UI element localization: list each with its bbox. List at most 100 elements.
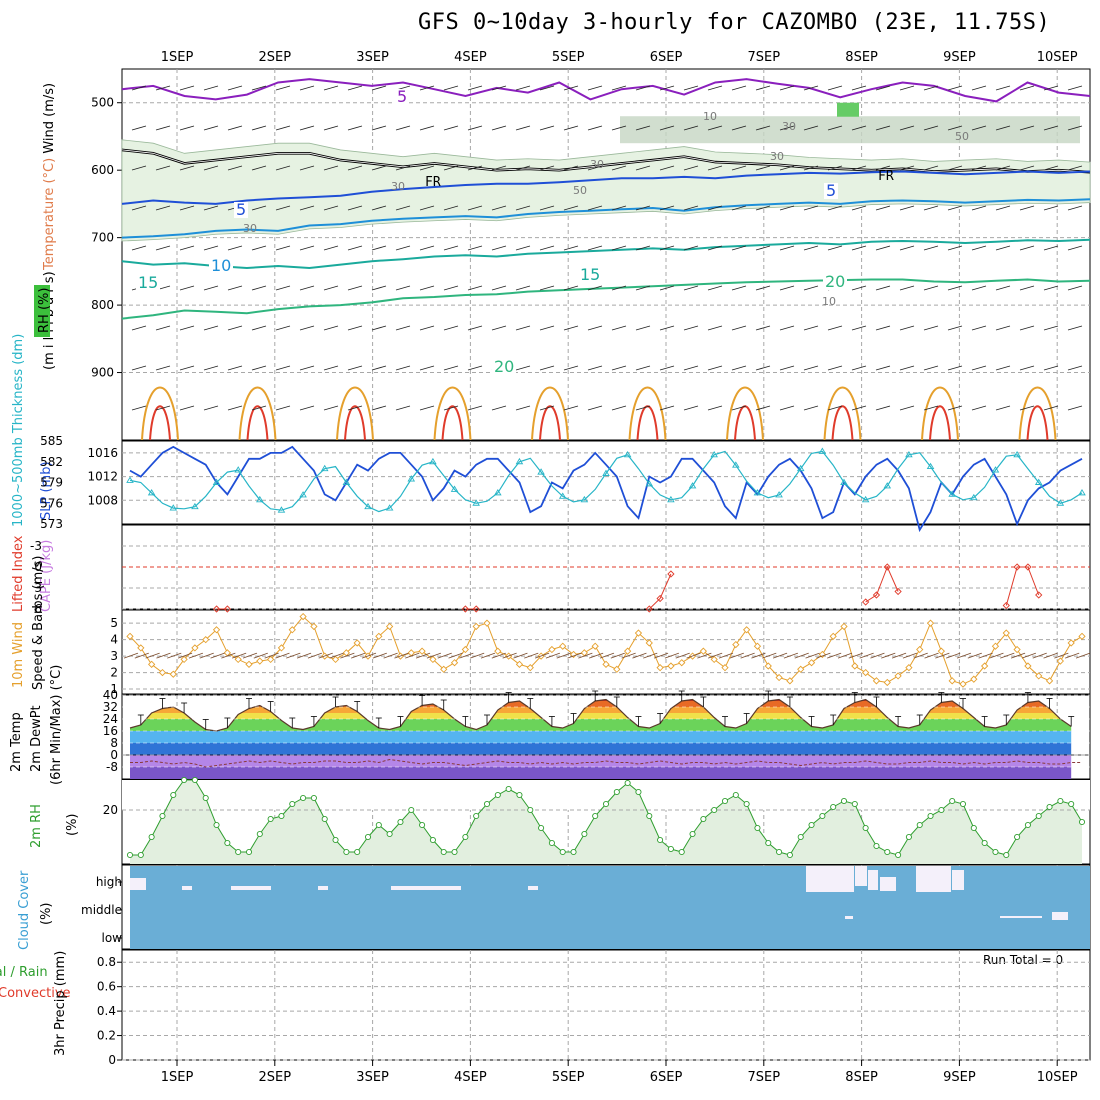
wind-barb bbox=[683, 165, 699, 171]
wind-barb bbox=[762, 652, 777, 659]
lifted-index-point bbox=[645, 605, 653, 613]
panel1-ylabel-top: Temperature (°C) Wind (m/s) bbox=[42, 83, 57, 271]
wind-barb bbox=[361, 652, 377, 659]
wind-speed-point bbox=[753, 642, 762, 650]
wind-barb bbox=[395, 365, 411, 371]
wind-barb bbox=[329, 652, 344, 659]
wind-barb bbox=[923, 85, 939, 91]
wind-barb bbox=[635, 325, 651, 331]
rh-point bbox=[646, 812, 653, 820]
ylabel-rh: RH (%) bbox=[37, 288, 52, 333]
isotherm-25 bbox=[823, 386, 862, 441]
ylabel-minmax: (6hr Min/Max) (°C) bbox=[49, 665, 64, 785]
wind-speed-point bbox=[1002, 629, 1010, 637]
wind-barb bbox=[123, 652, 139, 659]
wind-speed-point bbox=[299, 612, 307, 621]
isotherm-30 bbox=[246, 405, 269, 441]
wind-barb bbox=[232, 652, 247, 659]
wind-barb bbox=[587, 325, 603, 331]
wind-barb bbox=[131, 405, 147, 411]
wind-barb bbox=[480, 652, 496, 659]
date-label-bottom: 3SEP bbox=[356, 1070, 389, 1085]
wind-barb bbox=[227, 165, 243, 171]
rh-point bbox=[862, 824, 869, 832]
wind-barb bbox=[827, 125, 843, 131]
ytick-label: middle bbox=[81, 903, 122, 917]
wind-barb bbox=[683, 285, 699, 291]
wind-barb bbox=[371, 85, 387, 91]
wind-barb bbox=[578, 652, 593, 659]
wind-barb bbox=[891, 652, 907, 659]
wind-speed-point bbox=[613, 665, 621, 673]
wind-barb bbox=[632, 652, 647, 659]
rh-point bbox=[895, 851, 902, 859]
wind-barb bbox=[875, 405, 891, 411]
wind-barb bbox=[323, 125, 339, 131]
wind-barb bbox=[848, 652, 863, 659]
rh-point bbox=[840, 797, 848, 805]
wind-barb bbox=[875, 285, 891, 291]
contour-label: 15 bbox=[580, 265, 600, 284]
isotherm-30 bbox=[441, 405, 464, 441]
ylabel-cape: CAPE (J/kg) bbox=[39, 540, 54, 612]
date-label-bottom: 8SEP bbox=[845, 1070, 878, 1085]
wind-speed-point bbox=[623, 647, 632, 655]
wind-barb bbox=[491, 245, 507, 251]
wind-speed-point bbox=[310, 622, 318, 631]
thickness-point bbox=[861, 495, 870, 503]
wind-speed-point bbox=[775, 673, 783, 682]
wind-barb bbox=[875, 325, 891, 331]
thickness-point bbox=[1078, 489, 1086, 496]
wind-barb bbox=[610, 652, 625, 659]
wind-barb bbox=[611, 85, 627, 91]
wind-barb bbox=[635, 125, 651, 131]
wind-barb bbox=[227, 245, 243, 251]
rh-point bbox=[981, 839, 988, 847]
wind-barb bbox=[899, 325, 915, 331]
high-cloud-cell bbox=[952, 870, 964, 890]
wind-barb bbox=[1032, 652, 1047, 659]
ylabel-rh-pct: (%) bbox=[65, 814, 80, 837]
rh-point bbox=[592, 812, 599, 820]
wind-barb bbox=[995, 205, 1011, 211]
wind-barb bbox=[131, 245, 147, 251]
wind-barb bbox=[851, 165, 867, 171]
wind-barb bbox=[1043, 85, 1059, 91]
wind-barb bbox=[587, 205, 603, 211]
wind-barb bbox=[851, 405, 867, 411]
wind-barb bbox=[803, 405, 819, 411]
rh-point bbox=[570, 848, 577, 856]
wind-barb bbox=[923, 205, 939, 211]
wind-speed-point bbox=[245, 660, 253, 668]
rh-point bbox=[711, 806, 718, 814]
rh-label: 30 bbox=[243, 222, 257, 235]
wind-barb bbox=[491, 652, 506, 659]
wind-barb bbox=[491, 285, 507, 291]
wind-barb bbox=[772, 652, 788, 659]
wind-barb bbox=[995, 325, 1011, 331]
wind-barb bbox=[227, 365, 243, 371]
temperature-band bbox=[130, 713, 1072, 719]
wind-barb bbox=[902, 652, 918, 659]
wind-speed-point bbox=[851, 662, 859, 670]
wind-barb bbox=[947, 365, 963, 371]
wind-barb bbox=[275, 652, 290, 659]
wind-barb bbox=[683, 245, 699, 251]
wind-barb bbox=[923, 405, 939, 411]
wind-barb bbox=[899, 205, 915, 211]
wind-barb bbox=[643, 652, 658, 659]
ytick-left-label: 585 bbox=[40, 434, 63, 448]
ytick-label: 2 bbox=[110, 666, 118, 680]
thickness-point bbox=[320, 464, 329, 472]
wind-speed-point bbox=[277, 644, 286, 652]
wind-speed-point bbox=[916, 645, 924, 654]
wind-barb bbox=[179, 325, 195, 331]
wind-barb bbox=[318, 652, 333, 659]
rh-point bbox=[364, 833, 372, 841]
rh-point bbox=[289, 800, 296, 808]
wind-barb bbox=[995, 365, 1011, 371]
wind-barb bbox=[515, 205, 531, 211]
wind-barb bbox=[347, 85, 363, 91]
wind-barb bbox=[947, 245, 963, 251]
wind-barb bbox=[587, 365, 603, 371]
